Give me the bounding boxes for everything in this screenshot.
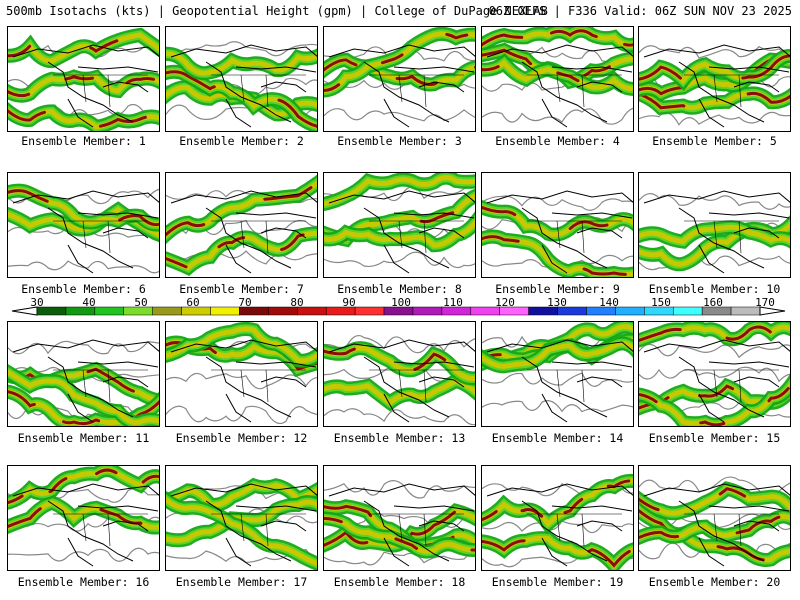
ensemble-panel-15 [638,321,791,427]
ensemble-panel-10 [638,172,791,278]
ensemble-map-6 [8,183,159,274]
colorbar [11,306,786,316]
ensemble-member-label: Ensemble Member: 9 [495,282,620,296]
ensemble-member-label: Ensemble Member: 2 [179,134,304,148]
ensemble-panel-9 [481,172,634,278]
ensemble-map-13 [324,334,475,426]
ensemble-panel-2 [165,26,318,132]
ensemble-panel-20 [638,465,791,571]
ensemble-panel-5 [638,26,791,132]
colorbar-tick-label: 50 [134,296,148,309]
colorbar-tick-label: 140 [599,296,619,309]
ensemble-member-label: Ensemble Member: 13 [333,431,466,445]
ensemble-map-20 [639,476,790,567]
ensemble-panel-14 [481,321,634,427]
run-valid-time: 06Z GEFS | F336 Valid: 06Z SUN NOV 23 20… [488,4,792,18]
ensemble-member-label: Ensemble Member: 14 [491,431,624,445]
colorbar-tick-label: 110 [443,296,463,309]
colorbar-tick-label: 80 [290,296,304,309]
colorbar-tick-label: 70 [238,296,252,309]
ensemble-map-18 [324,480,475,567]
ensemble-panel-16 [7,465,160,571]
colorbar-tick-label: 160 [703,296,723,309]
map-title: 500mb Isotachs (kts) | Geopotential Heig… [6,4,548,18]
ensemble-member-label: Ensemble Member: 4 [495,134,620,148]
ensemble-member-label: Ensemble Member: 16 [17,575,150,589]
ensemble-panel-8 [323,172,476,278]
ensemble-panel-12 [165,321,318,427]
ensemble-panel-1 [7,26,160,132]
ensemble-panel-13 [323,321,476,427]
ensemble-map-10 [639,190,790,274]
ensemble-member-label: Ensemble Member: 5 [652,134,777,148]
ensemble-member-label: Ensemble Member: 20 [648,575,781,589]
ensemble-panel-19 [481,465,634,571]
ensemble-panel-4 [481,26,634,132]
ensemble-map-12 [166,322,317,424]
colorbar-tick-label: 170 [755,296,775,309]
colorbar-tick-label: 120 [495,296,515,309]
ensemble-map-3 [324,27,475,128]
ensemble-map-16 [8,466,159,567]
colorbar-tick-label: 100 [391,296,411,309]
colorbar-tick-label: 30 [30,296,44,309]
ensemble-panel-18 [323,465,476,571]
colorbar-tick-label: 150 [651,296,671,309]
colorbar-tick-label: 40 [82,296,96,309]
colorbar-tick-label: 60 [186,296,200,309]
ensemble-member-label: Ensemble Member: 3 [337,134,462,148]
ensemble-panel-7 [165,172,318,278]
ensemble-member-label: Ensemble Member: 19 [491,575,624,589]
ensemble-panel-11 [7,321,160,427]
ensemble-panel-17 [165,465,318,571]
ensemble-map-9 [482,190,633,277]
ensemble-member-label: Ensemble Member: 18 [333,575,466,589]
ensemble-map-8 [324,173,475,274]
colorbar-tick-label: 90 [342,296,356,309]
ensemble-map-5 [639,44,790,128]
ensemble-member-label: Ensemble Member: 11 [17,431,150,445]
ensemble-map-7 [166,174,317,276]
ensemble-member-label: Ensemble Member: 15 [648,431,781,445]
ensemble-map-4 [482,27,633,128]
ensemble-member-label: Ensemble Member: 1 [21,134,146,148]
ensemble-member-label: Ensemble Member: 7 [179,282,304,296]
ensemble-panel-6 [7,172,160,278]
ensemble-map-2 [166,41,317,131]
ensemble-member-label: Ensemble Member: 10 [648,282,781,296]
ensemble-member-label: Ensemble Member: 6 [21,282,146,296]
ensemble-map-17 [166,477,317,570]
ensemble-map-15 [639,322,790,426]
ensemble-member-label: Ensemble Member: 8 [337,282,462,296]
ensemble-member-label: Ensemble Member: 17 [175,575,308,589]
colorbar-tick-label: 130 [547,296,567,309]
ensemble-map-19 [482,473,633,570]
ensemble-member-label: Ensemble Member: 12 [175,431,308,445]
ensemble-panel-3 [323,26,476,132]
ensemble-map-11 [8,339,159,426]
ensemble-map-1 [8,27,159,131]
ensemble-map-14 [482,322,633,423]
